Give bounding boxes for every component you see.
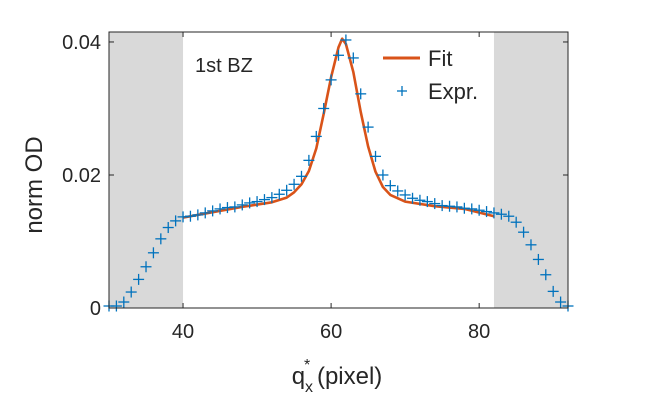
expr-point-29 xyxy=(318,102,330,114)
expr-point-7 xyxy=(155,233,167,245)
expr-point-42 xyxy=(414,194,426,206)
expr-point-57 xyxy=(525,239,537,251)
expr-point-35 xyxy=(362,121,374,133)
expr-point-9 xyxy=(170,215,182,227)
expr-point-34 xyxy=(355,88,367,100)
expr-point-5 xyxy=(140,261,152,273)
annotation-label: 1st BZ xyxy=(195,55,253,77)
expr-point-36 xyxy=(370,150,382,162)
expr-point-10 xyxy=(177,211,189,223)
y-tick-label-1: 0.02 xyxy=(62,165,101,187)
expr-point-23 xyxy=(273,188,285,200)
x-axis-label-sup: * xyxy=(304,357,310,374)
x-tick-label-1: 60 xyxy=(320,321,342,343)
legend-expr-label: Expr. xyxy=(428,79,478,104)
expr-point-39 xyxy=(392,185,404,197)
expr-point-32 xyxy=(340,34,352,46)
axes xyxy=(108,31,569,309)
fit-line xyxy=(182,37,495,219)
expr-point-59 xyxy=(540,269,552,281)
expr-point-56 xyxy=(518,226,530,238)
expr-point-31 xyxy=(333,49,344,61)
x-axis-label-sub: x xyxy=(305,379,313,396)
expr-point-47 xyxy=(451,201,463,213)
expr-point-61 xyxy=(555,296,567,308)
expr-point-52 xyxy=(488,207,500,219)
x-axis-label-rest: (pixel) xyxy=(310,363,382,390)
expr-point-53 xyxy=(495,208,507,220)
expr-point-20 xyxy=(251,196,263,208)
expr-point-2 xyxy=(118,296,130,308)
expr-point-33 xyxy=(347,52,359,64)
plot-frame xyxy=(108,31,569,309)
expr-point-11 xyxy=(184,210,196,222)
expr-point-43 xyxy=(421,196,433,208)
expr-point-48 xyxy=(458,202,470,214)
expr-point-12 xyxy=(192,209,204,221)
expr-point-49 xyxy=(466,203,478,215)
expr-point-21 xyxy=(258,194,270,206)
expr-point-58 xyxy=(532,253,544,265)
expr-point-19 xyxy=(244,197,256,209)
expr-point-38 xyxy=(384,180,396,192)
expr-point-15 xyxy=(214,203,226,215)
expr-point-60 xyxy=(547,285,559,297)
expr-point-28 xyxy=(310,130,322,142)
expr-point-24 xyxy=(281,184,293,196)
expr-point-40 xyxy=(399,189,411,201)
tick-labels: 40 60 80 0 0.02 0.04 xyxy=(62,32,490,343)
expr-point-22 xyxy=(266,192,278,204)
y-axis-label: norm OD xyxy=(21,136,48,233)
expr-point-46 xyxy=(444,200,456,212)
shaded-regions xyxy=(109,32,568,308)
expr-point-45 xyxy=(436,200,448,212)
expr-point-27 xyxy=(303,154,315,166)
y-tick-label-2: 0.04 xyxy=(62,32,101,54)
expr-point-54 xyxy=(503,210,515,222)
expr-point-30 xyxy=(325,74,337,86)
expr-point-37 xyxy=(377,169,389,181)
expr-point-26 xyxy=(295,170,307,182)
expr-point-41 xyxy=(407,192,419,204)
expr-point-51 xyxy=(481,206,493,218)
expr-point-1 xyxy=(110,300,122,312)
expr-point-18 xyxy=(236,199,248,211)
legend-expr-swatch xyxy=(397,86,407,96)
expr-point-25 xyxy=(288,178,300,190)
x-tick-label-0: 40 xyxy=(172,321,194,343)
x-axis-label: qx * (pixel) xyxy=(292,357,383,396)
expr-point-17 xyxy=(229,201,241,213)
expr-point-44 xyxy=(429,198,441,210)
expr-point-13 xyxy=(199,207,211,219)
expr-point-3 xyxy=(125,286,137,298)
legend-fit-label: Fit xyxy=(428,46,452,71)
shaded-region-1 xyxy=(493,32,568,308)
expr-point-6 xyxy=(147,247,159,259)
expr-point-50 xyxy=(473,204,485,216)
expr-point-55 xyxy=(510,216,522,228)
x-axis-label-main: q xyxy=(292,363,305,390)
x-tick-label-2: 80 xyxy=(468,321,490,343)
expr-point-4 xyxy=(133,273,145,285)
expr-point-14 xyxy=(207,205,219,217)
y-tick-label-0: 0 xyxy=(90,298,101,320)
expr-point-16 xyxy=(221,202,233,214)
expr-series xyxy=(103,34,574,312)
legend: Fit Expr. xyxy=(383,46,478,104)
fit-series xyxy=(182,37,495,219)
expr-point-8 xyxy=(162,222,174,234)
